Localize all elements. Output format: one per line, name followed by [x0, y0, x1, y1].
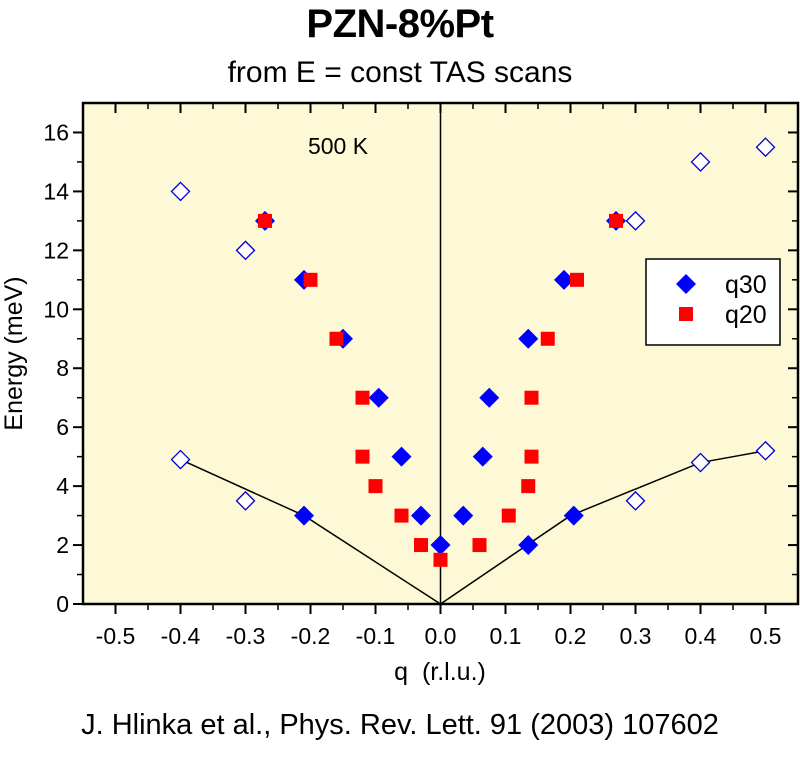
x-tick-label: -0.3	[226, 623, 266, 649]
y-axis-title: Energy (meV)	[0, 276, 28, 430]
q30-point	[430, 535, 451, 556]
open-diamond-point	[690, 152, 711, 172]
legend-q20-marker	[679, 307, 693, 321]
y-tick-label: 0	[56, 591, 69, 617]
q20-point	[303, 272, 318, 287]
x-tick-label: 0.5	[750, 623, 782, 649]
x-tick-label: 0.1	[490, 623, 522, 649]
y-tick-label: 10	[43, 296, 69, 322]
legend-q30-label: q30	[725, 271, 767, 299]
x-tick-label: -0.4	[161, 623, 201, 649]
q20-point	[329, 331, 344, 346]
open-diamond-point	[235, 490, 256, 511]
q30-point	[518, 535, 539, 556]
x-tick-label: -0.5	[96, 623, 136, 649]
q20-point	[368, 479, 383, 494]
y-tick-label: 2	[56, 532, 69, 558]
q30-point	[453, 505, 474, 526]
q30-point	[554, 269, 574, 290]
q20-point	[355, 390, 370, 405]
q30-point	[518, 328, 539, 349]
q30-point	[391, 446, 412, 467]
q20-point	[609, 213, 623, 228]
citation: J. Hlinka et al., Phys. Rev. Lett. 91 (2…	[81, 709, 719, 741]
x-tick-label: 0.2	[555, 623, 587, 649]
q20-point	[501, 508, 516, 523]
x-tick-label: 0.3	[620, 623, 652, 649]
open-diamond-point	[625, 490, 646, 511]
open-diamond-point	[235, 240, 256, 261]
q20-point	[524, 390, 539, 405]
q20-point	[570, 272, 584, 287]
chart-subtitle: from E = const TAS scans	[227, 56, 573, 89]
y-tick-label: 4	[56, 473, 69, 499]
q20-point	[472, 538, 487, 553]
q20-point	[258, 213, 272, 228]
chart-svg: -0.5 -0.4 -0.3 -0.2 -0.1 0.0 0.1 0.2 0.3 0.4 0.5 0 2…	[0, 101, 800, 686]
q30-point	[563, 505, 584, 526]
q30-point	[479, 387, 500, 408]
marks-layer	[170, 137, 776, 567]
q30-point	[411, 505, 431, 526]
open-diamond-point	[690, 452, 711, 473]
x-tick-label: -0.2	[291, 623, 331, 649]
q20-point	[540, 331, 555, 346]
x-tick-label: 0.4	[685, 623, 717, 649]
q20-point	[521, 479, 536, 494]
q20-point	[524, 449, 539, 464]
open-diamond-point	[625, 210, 646, 231]
legend-box	[645, 258, 781, 346]
y-tick-label: 16	[43, 119, 69, 145]
ticks-layer: -0.5 -0.4 -0.3 -0.2 -0.1 0.0 0.1 0.2 0.3 0.4 0.5 0 2…	[43, 103, 798, 649]
legend-q20-label: q20	[725, 301, 767, 329]
open-diamond-point	[755, 440, 776, 461]
x-axis-title: q (r.l.u.)	[394, 658, 486, 686]
open-diamond-point	[170, 181, 191, 202]
chart-title: PZN-8%Pt	[306, 2, 494, 46]
q30-point	[368, 387, 389, 408]
right-branch-line	[440, 450, 766, 605]
open-diamond-point	[170, 449, 191, 470]
y-tick-label: 12	[43, 237, 69, 263]
legend-q30-marker	[676, 274, 696, 294]
q20-point	[355, 449, 370, 464]
temperature-annotation: 500 K	[308, 133, 369, 159]
y-tick-label: 8	[56, 355, 69, 381]
open-diamond-point	[755, 137, 776, 158]
q20-point	[414, 538, 428, 553]
q20-point	[433, 552, 448, 567]
x-tick-label: -0.1	[356, 623, 396, 649]
y-tick-label: 6	[56, 414, 69, 440]
q30-point	[472, 446, 493, 467]
q30-point	[294, 505, 314, 526]
x-tick-label: 0.0	[425, 623, 457, 649]
q20-point	[394, 508, 409, 523]
y-tick-label: 14	[43, 178, 69, 204]
